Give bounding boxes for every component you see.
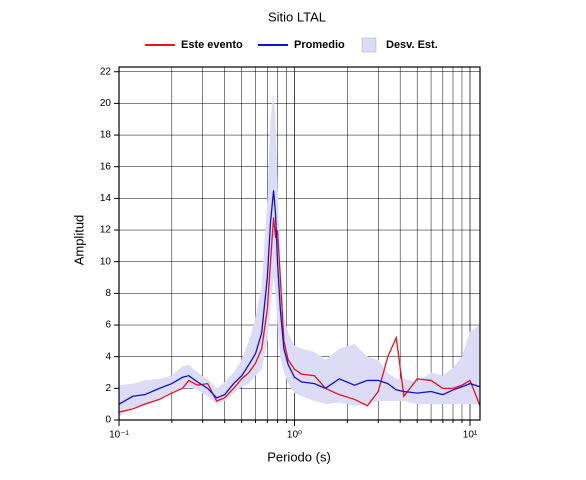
std-band (119, 92, 480, 417)
y-axis-label: Amplitud (71, 215, 86, 266)
y-tick-label: 0 (105, 415, 111, 426)
series-line (118, 217, 481, 413)
series-line (118, 190, 481, 405)
y-tick-label: 6 (105, 320, 111, 331)
x-tick-label: 10⁰ (287, 430, 302, 441)
y-tick-label: 20 (100, 98, 112, 109)
y-tick-label: 22 (100, 66, 112, 77)
x-axis-label: Periodo (s) (267, 449, 331, 464)
legend-label: Desv. Est. (386, 39, 438, 51)
x-tick-label: 10⁻¹ (109, 430, 129, 441)
y-tick-label: 10 (100, 256, 112, 267)
legend-label: Este evento (181, 39, 243, 51)
y-tick-label: 18 (100, 130, 112, 141)
chart-title: Sitio LTAL (268, 9, 326, 24)
y-tick-label: 4 (105, 351, 111, 362)
y-tick-label: 8 (105, 288, 111, 299)
legend-label: Promedio (294, 39, 345, 51)
y-tick-label: 2 (105, 383, 111, 394)
y-tick-label: 14 (100, 193, 112, 204)
x-tick-label: 10¹ (463, 430, 478, 441)
plot-frame (118, 66, 481, 421)
y-tick-label: 16 (100, 161, 112, 172)
legend-swatch (361, 37, 377, 53)
y-tick-label: 12 (100, 225, 112, 236)
